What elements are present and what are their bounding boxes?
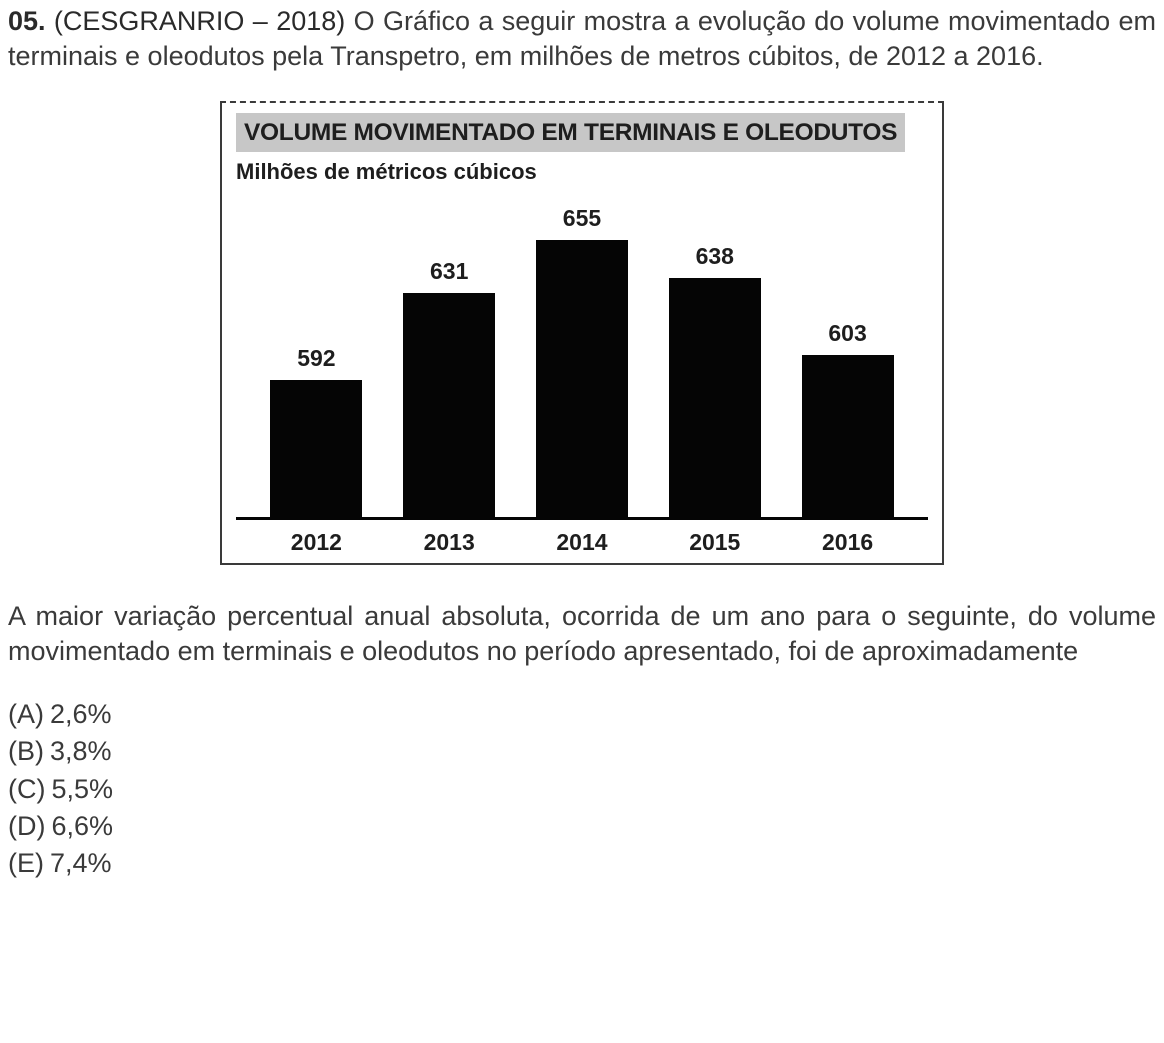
option-letter: (B): [8, 733, 44, 770]
option-text: 7,4%: [50, 845, 112, 882]
bars-row: 592 631 655 638 603: [236, 207, 928, 517]
x-axis-label: 2013: [401, 528, 497, 557]
bar-rect: [669, 278, 761, 517]
chart-container: VOLUME MOVIMENTADO EM TERMINAIS E OLEODU…: [8, 101, 1156, 565]
option-c[interactable]: (C) 5,5%: [8, 771, 1156, 808]
option-letter: (A): [8, 696, 44, 733]
chart-subtitle: Milhões de métricos cúbicos: [236, 158, 928, 186]
option-d[interactable]: (D) 6,6%: [8, 808, 1156, 845]
question-source: (CESGRANRIO – 2018): [54, 6, 354, 36]
option-letter: (E): [8, 845, 44, 882]
bar-slot: 631: [401, 257, 497, 516]
bar-slot: 603: [800, 319, 896, 516]
source-sep: –: [253, 6, 268, 36]
question-intro: 05. (CESGRANRIO – 2018) O Gráfico a segu…: [8, 4, 1156, 73]
x-axis-label: 2016: [800, 528, 896, 557]
bar-rect: [270, 380, 362, 517]
option-e[interactable]: (E) 7,4%: [8, 845, 1156, 882]
bar-value-label: 638: [696, 242, 734, 271]
question-body: A maior variação percentual anual absolu…: [8, 599, 1156, 668]
chart-plot-area: 592 631 655 638 603: [236, 207, 928, 520]
question-number: 05.: [8, 6, 46, 36]
option-b[interactable]: (B) 3,8%: [8, 733, 1156, 770]
option-text: 2,6%: [50, 696, 112, 733]
bar-rect: [536, 240, 628, 517]
option-text: 6,6%: [51, 808, 113, 845]
x-axis-label: 2014: [534, 528, 630, 557]
x-axis-label: 2012: [268, 528, 364, 557]
answer-options: (A) 2,6% (B) 3,8% (C) 5,5% (D) 6,6% (E) …: [8, 696, 1156, 882]
bar-slot: 638: [667, 242, 763, 516]
option-a[interactable]: (A) 2,6%: [8, 696, 1156, 733]
option-letter: (D): [8, 808, 45, 845]
source-prefix: (CESGRANRIO: [54, 6, 245, 36]
option-letter: (C): [8, 771, 45, 808]
bar-slot: 655: [534, 204, 630, 516]
bar-value-label: 603: [828, 319, 866, 348]
option-text: 3,8%: [50, 733, 112, 770]
bar-rect: [802, 355, 894, 517]
bar-rect: [403, 293, 495, 517]
bar-slot: 592: [268, 344, 364, 516]
x-axis-labels: 2012 2013 2014 2015 2016: [236, 520, 928, 557]
source-year: 2018): [276, 6, 345, 36]
bar-value-label: 592: [297, 344, 335, 373]
x-axis-label: 2015: [667, 528, 763, 557]
chart-title: VOLUME MOVIMENTADO EM TERMINAIS E OLEODU…: [236, 113, 905, 152]
option-text: 5,5%: [51, 771, 113, 808]
chart-box: VOLUME MOVIMENTADO EM TERMINAIS E OLEODU…: [220, 101, 944, 565]
bar-value-label: 631: [430, 257, 468, 286]
bar-value-label: 655: [563, 204, 601, 233]
